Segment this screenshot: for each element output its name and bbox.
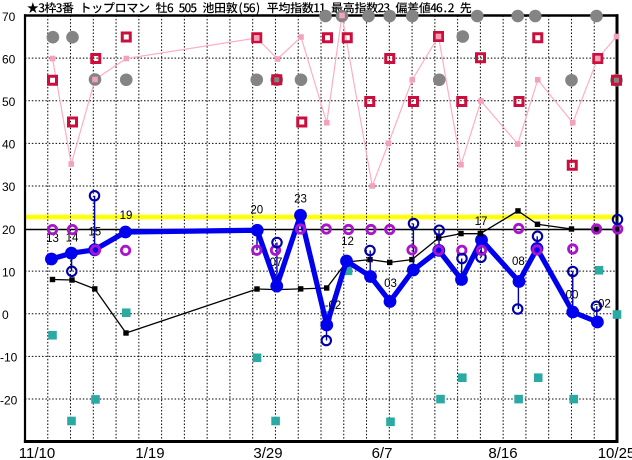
svg-text:40: 40 — [2, 138, 16, 152]
svg-text:0: 0 — [2, 308, 9, 322]
svg-text:70: 70 — [2, 10, 16, 24]
svg-text:6/7: 6/7 — [372, 445, 393, 460]
svg-text:-20: -20 — [0, 393, 18, 407]
svg-text:17: 17 — [475, 216, 488, 228]
svg-text:08: 08 — [512, 256, 525, 268]
svg-text:07: 07 — [270, 257, 283, 269]
svg-text:-10: -10 — [0, 351, 18, 365]
svg-text:-02: -02 — [325, 300, 342, 312]
svg-text:12: 12 — [341, 236, 354, 248]
svg-text:8/16: 8/16 — [488, 445, 517, 460]
svg-text:10: 10 — [2, 266, 16, 280]
svg-text:19: 19 — [120, 210, 133, 222]
svg-text:3/29: 3/29 — [253, 445, 282, 460]
svg-text:23: 23 — [294, 194, 307, 206]
svg-text:03: 03 — [384, 278, 397, 290]
svg-text:60: 60 — [2, 52, 16, 66]
svg-text:50: 50 — [2, 95, 16, 109]
svg-text:20: 20 — [2, 223, 16, 237]
svg-text:11/10: 11/10 — [19, 445, 55, 460]
svg-text:00: 00 — [566, 290, 579, 302]
svg-text:20: 20 — [250, 205, 263, 217]
svg-text:-02: -02 — [594, 299, 611, 311]
svg-text:14: 14 — [66, 233, 79, 245]
svg-text:30: 30 — [2, 180, 16, 194]
svg-text:1/19: 1/19 — [135, 445, 164, 460]
svg-text:10/25: 10/25 — [598, 445, 632, 460]
svg-text:13: 13 — [46, 233, 59, 245]
